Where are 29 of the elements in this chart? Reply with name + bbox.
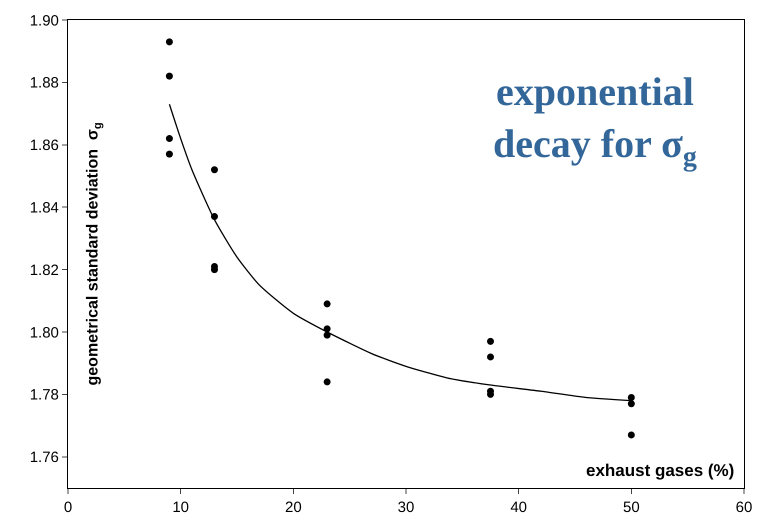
y-tick-label: 1.76: [30, 449, 59, 466]
y-tick-label: 1.78: [30, 386, 59, 404]
x-tick-label: 40: [510, 499, 528, 516]
y-tick-label: 1.86: [30, 137, 59, 154]
y-tick-label: 1.84: [30, 199, 59, 216]
point: [628, 431, 635, 438]
x-tick-label: 0: [64, 499, 72, 516]
x-tick-label: 30: [398, 499, 414, 516]
point: [166, 72, 173, 80]
x-tick-label: 10: [172, 499, 190, 516]
x-tick-label: 60: [736, 499, 752, 516]
point: [487, 353, 494, 360]
y-tick-label: 1.80: [30, 324, 59, 342]
y-tick-label: 1.88: [30, 74, 59, 92]
y-tick-label: 1.82: [30, 262, 59, 279]
x-tick-label: 20: [284, 499, 302, 516]
point: [166, 135, 173, 142]
annotation: exponential decay for σ$_{g}$: [493, 69, 697, 172]
point: [628, 400, 635, 408]
x-tick-label: 50: [622, 499, 640, 516]
point: [210, 166, 218, 174]
point: [166, 150, 173, 158]
point: [487, 338, 494, 345]
point: [166, 38, 173, 46]
point: [324, 300, 331, 308]
point: [324, 378, 331, 386]
x-axis-title: exhaust gases (%): [586, 461, 734, 480]
y-tick-label: 1.90: [30, 12, 59, 30]
point: [628, 394, 635, 402]
